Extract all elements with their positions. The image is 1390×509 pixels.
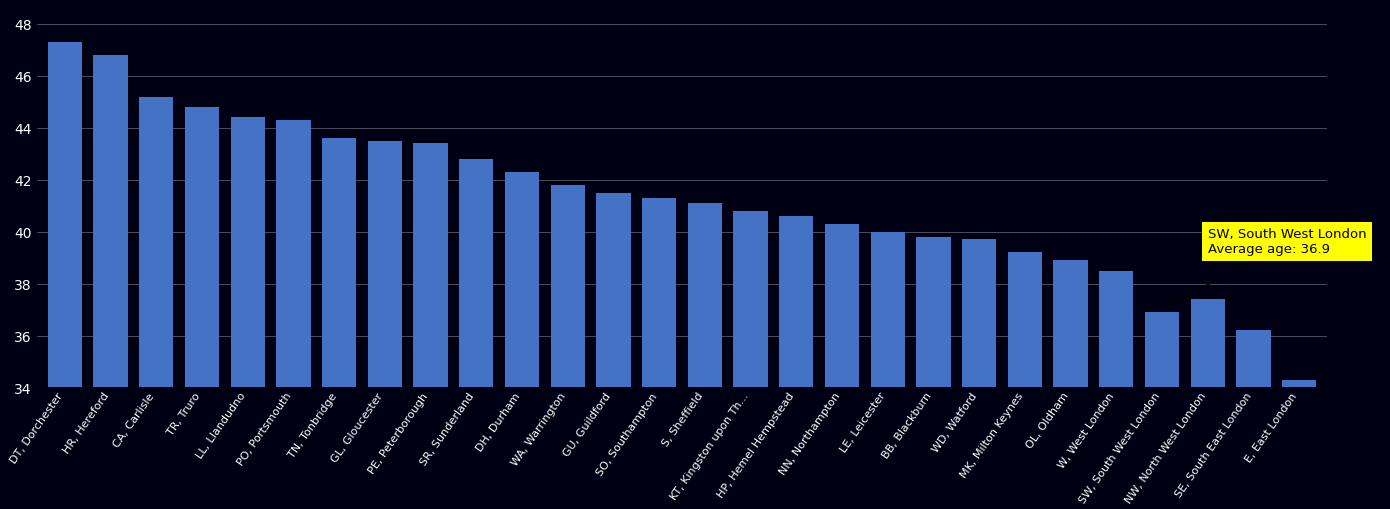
Bar [962,240,997,509]
Bar [1008,253,1042,509]
Bar [185,108,220,509]
Bar [642,199,677,509]
Bar [368,142,402,509]
Bar [93,56,128,509]
Bar [1282,380,1316,509]
Bar [459,160,493,509]
Bar [1190,300,1225,509]
Bar [505,173,539,509]
Bar [413,144,448,509]
Bar [1099,271,1133,509]
Bar [322,139,356,509]
Bar [1054,261,1088,509]
Bar [1236,331,1270,509]
Bar [780,217,813,509]
Bar [596,193,631,509]
Text: SW, South West London
Average age: 36.9: SW, South West London Average age: 36.9 [1162,228,1366,310]
Bar [916,237,951,509]
Bar [277,121,310,509]
Bar [688,204,721,509]
Bar [139,97,174,509]
Bar [550,186,585,509]
Bar [231,118,265,509]
Bar [824,224,859,509]
Bar [47,43,82,509]
Bar [734,211,767,509]
Bar [870,232,905,509]
Bar [1145,313,1179,509]
